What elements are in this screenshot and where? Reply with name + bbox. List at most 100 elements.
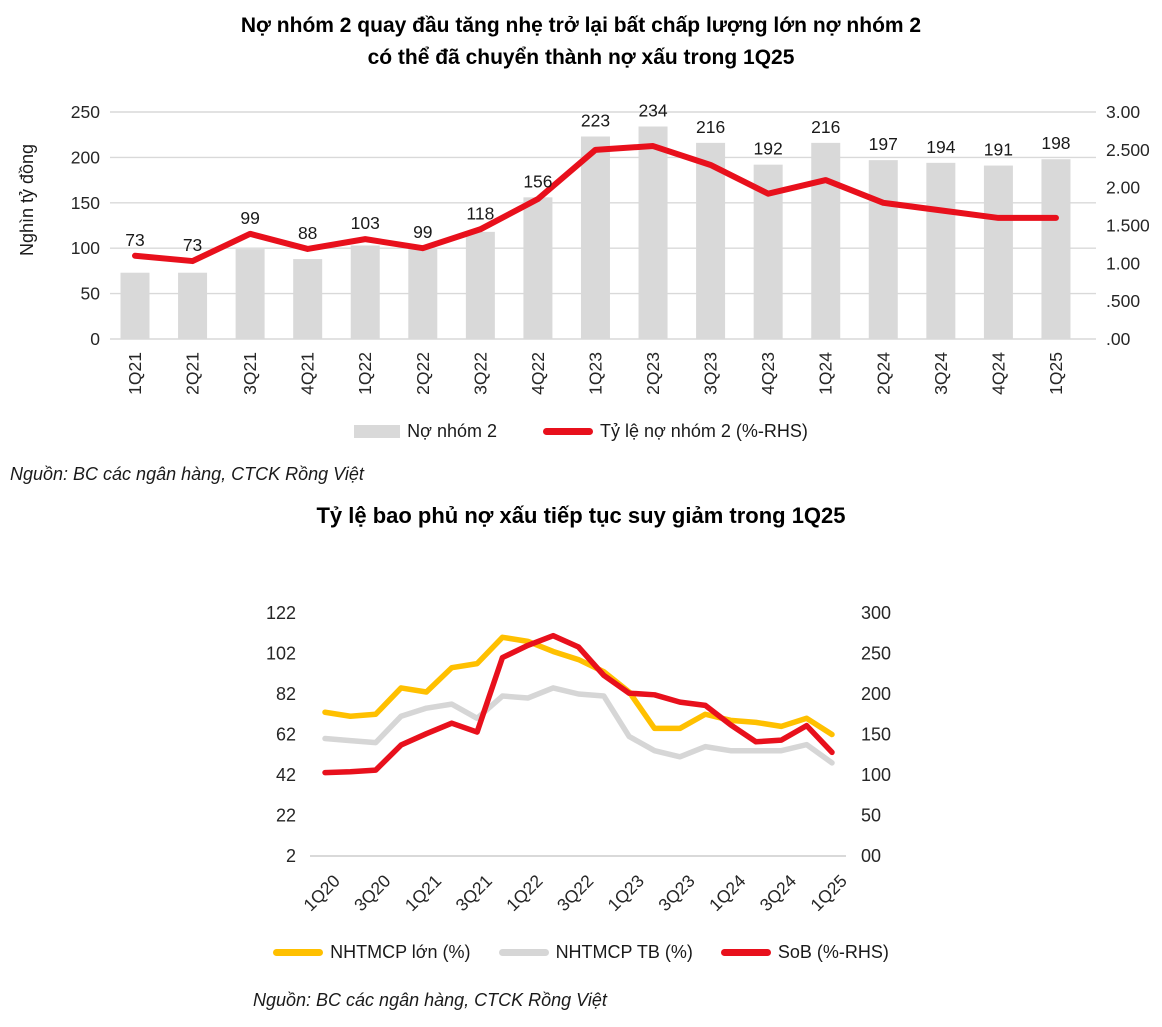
- bar-no-nhom-2: [523, 197, 553, 339]
- x-axis-tick: 1Q20: [299, 870, 344, 915]
- right-axis-tick: 250: [861, 644, 891, 664]
- legend-item-ty-le-no-nhom-2: Tỷ lệ nợ nhóm 2 (%-RHS): [542, 421, 808, 442]
- bar-value-label: 216: [811, 117, 840, 137]
- bar-no-nhom-2: [465, 231, 495, 339]
- bar-no-nhom-2: [178, 272, 208, 339]
- bar-value-label: 194: [926, 137, 955, 157]
- bar-value-label: 88: [298, 223, 317, 243]
- x-axis-tick: 3Q23: [654, 871, 698, 915]
- line-swatch-icon: [498, 949, 549, 956]
- x-axis-tick: 3Q20: [350, 870, 395, 915]
- bar-value-label: 234: [638, 101, 667, 121]
- x-axis-tick: 1Q24: [816, 352, 836, 395]
- x-axis-tick: 3Q21: [452, 871, 496, 915]
- right-axis-tick: 150: [861, 725, 891, 745]
- bar-value-label: 73: [183, 235, 202, 255]
- bar-no-nhom-2: [580, 136, 610, 339]
- chart1-plot: 0 50 100 150 200 250 Nghìn tỷ đồng .00 .500 1.00 1…: [17, 101, 1150, 395]
- x-axis-tick: 3Q22: [470, 352, 490, 395]
- x-axis-tick: 1Q25: [806, 871, 850, 915]
- legend-label: Nợ nhóm 2: [407, 421, 497, 441]
- right-axis-tick: 00: [861, 846, 881, 866]
- legend-item-nhtmcp-lon: NHTMCP lớn (%): [273, 942, 471, 963]
- legend-label: SoB (%-RHS): [777, 942, 889, 962]
- bar-value-label: 156: [523, 171, 552, 191]
- left-axis-tick: 0: [90, 329, 100, 349]
- bar-value-label: 99: [413, 222, 432, 242]
- left-axis-tick: 100: [71, 238, 100, 258]
- bar-no-nhom-2: [868, 160, 898, 339]
- left-axis-tick: 22: [276, 806, 296, 826]
- bar-no-nhom-2: [120, 272, 150, 339]
- bar-no-nhom-2: [350, 245, 380, 339]
- series-line-ty-le: [132, 143, 1059, 265]
- line-swatch-icon: [720, 949, 771, 956]
- chart1-source: Nguồn: BC các ngân hàng, CTCK Rồng Việt: [10, 464, 364, 484]
- bar-no-nhom-2: [811, 142, 841, 339]
- chart1-legend: Nợ nhóm 2 Tỷ lệ nợ nhóm 2 (%-RHS): [0, 421, 1162, 442]
- x-axis-tick: 2Q23: [643, 352, 663, 395]
- x-axis-tick: 1Q22: [355, 352, 375, 395]
- legend-item-no-nhom-2: Nợ nhóm 2: [354, 421, 497, 442]
- series-line-2: [322, 632, 835, 776]
- x-axis-tick: 3Q22: [553, 871, 597, 915]
- bar-value-label: 99: [240, 208, 259, 228]
- legend-label: NHTMCP TB (%): [555, 942, 693, 962]
- x-axis-tick: 3Q21: [240, 352, 260, 395]
- bar-no-nhom-2: [408, 249, 438, 339]
- legend-label: Tỷ lệ nợ nhóm 2 (%-RHS): [599, 421, 808, 441]
- bar-value-label: 198: [1041, 133, 1070, 153]
- bar-value-label: 223: [581, 111, 610, 131]
- legend-item-nhtmcp-tb: NHTMCP TB (%): [498, 942, 693, 963]
- x-axis-tick: 4Q24: [988, 352, 1008, 395]
- x-axis-tick: 1Q21: [401, 871, 445, 915]
- series-line-0: [322, 634, 835, 738]
- bar-value-label: 118: [466, 203, 494, 223]
- right-axis-tick: 1.500: [1106, 216, 1150, 236]
- legend-item-sob: SoB (%-RHS): [720, 942, 889, 963]
- line-swatch-icon: [273, 949, 324, 956]
- chart2-source: Nguồn: BC các ngân hàng, CTCK Rồng Việt: [253, 990, 607, 1010]
- legend-label: NHTMCP lớn (%): [330, 942, 471, 962]
- right-axis-tick: 300: [861, 603, 891, 623]
- left-axis-title: Nghìn tỷ đồng: [17, 144, 37, 256]
- right-axis-tick: .500: [1106, 291, 1140, 311]
- x-axis-tick: 1Q24: [705, 870, 750, 915]
- bar-no-nhom-2: [1041, 159, 1071, 339]
- bar-no-nhom-2: [926, 162, 956, 339]
- right-axis-tick: 1.00: [1106, 253, 1140, 273]
- x-axis-tick: 1Q25: [1046, 352, 1066, 395]
- x-axis-tick: 2Q24: [873, 352, 893, 395]
- right-axis-tick: 2.500: [1106, 140, 1150, 160]
- right-axis-tick: 2.00: [1106, 178, 1140, 198]
- bar-no-nhom-2: [293, 259, 323, 339]
- bar-value-label: 192: [754, 139, 783, 159]
- bar-swatch-icon: [354, 425, 401, 438]
- chart1-title: Nợ nhóm 2 quay đầu tăng nhẹ trở lại bất …: [240, 14, 922, 69]
- left-axis-tick: 122: [266, 603, 296, 623]
- chart2-legend: NHTMCP lớn (%) NHTMCP TB (%) SoB (%-RHS): [0, 942, 1162, 963]
- left-axis-tick: 50: [81, 284, 101, 304]
- bar-no-nhom-2: [235, 249, 265, 339]
- left-axis-tick: 102: [266, 644, 296, 664]
- right-axis-tick: 100: [861, 765, 891, 785]
- left-axis-tick: 42: [276, 765, 296, 785]
- bar-no-nhom-2: [638, 126, 668, 339]
- x-axis-tick: 2Q22: [413, 352, 433, 395]
- right-axis-tick: 3.00: [1106, 102, 1140, 122]
- right-axis-tick: 200: [861, 684, 891, 704]
- x-axis-tick: 3Q24: [931, 352, 951, 395]
- x-axis-tick: 1Q21: [125, 352, 145, 395]
- right-axis-tick: 50: [861, 806, 881, 826]
- bar-no-nhom-2: [983, 165, 1013, 339]
- right-axis-tick: .00: [1106, 329, 1131, 349]
- x-axis-tick: 1Q22: [502, 871, 546, 915]
- x-axis-tick: 3Q23: [701, 352, 721, 395]
- bar-value-label: 191: [984, 140, 1013, 160]
- left-axis-tick: 62: [276, 725, 296, 745]
- x-axis-tick: 1Q23: [604, 871, 648, 915]
- left-axis-tick: 200: [71, 147, 100, 167]
- left-axis-tick: 150: [71, 193, 100, 213]
- bar-value-label: 73: [125, 230, 144, 250]
